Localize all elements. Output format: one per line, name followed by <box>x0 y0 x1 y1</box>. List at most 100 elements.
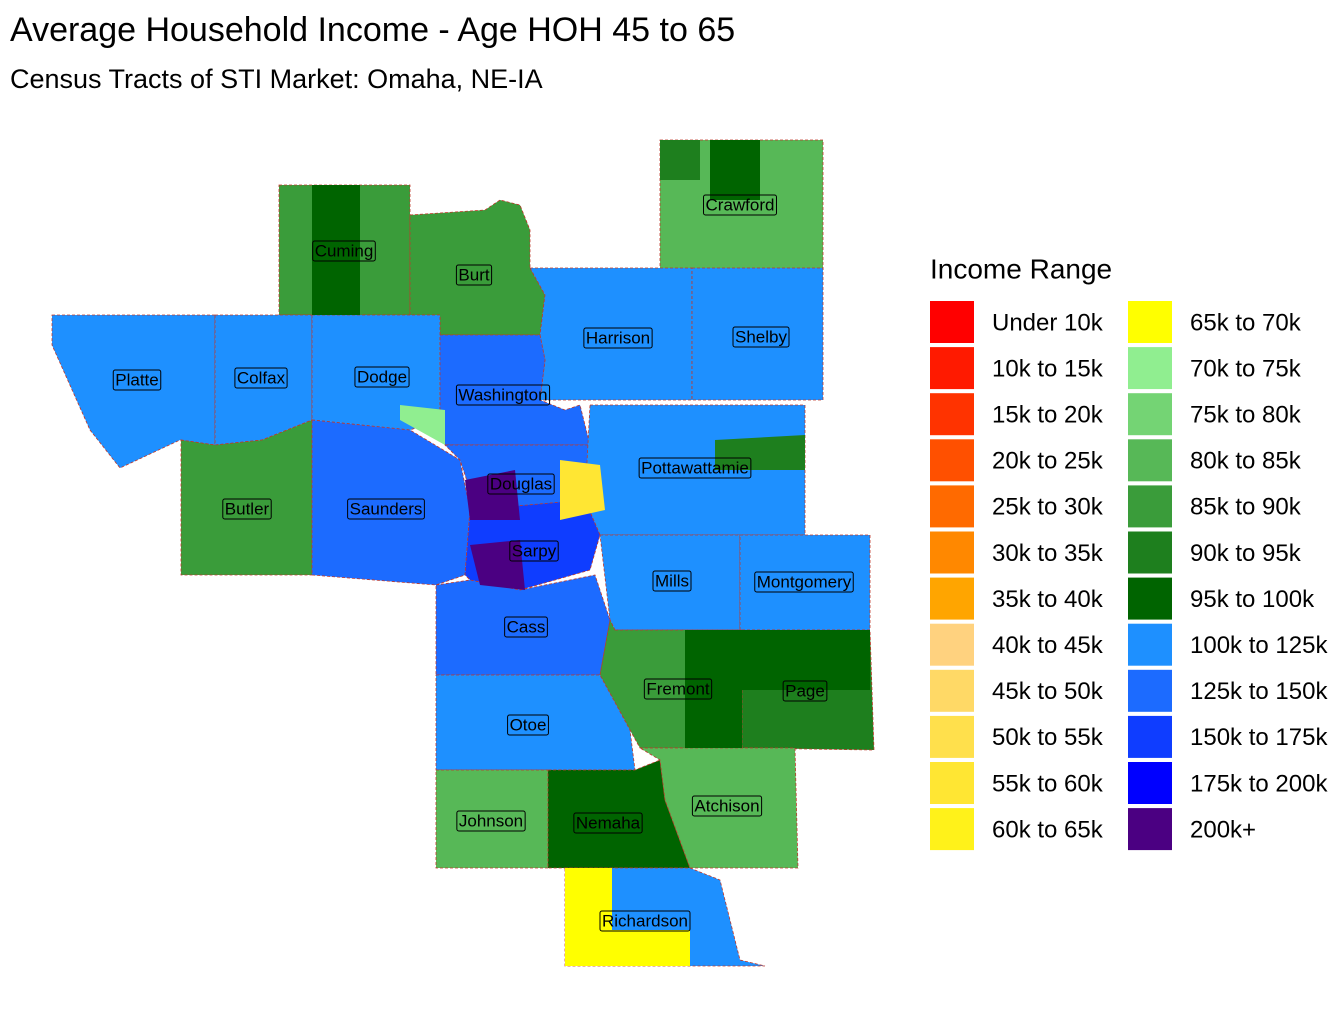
legend-swatch <box>1128 393 1172 436</box>
legend-swatch <box>930 762 974 804</box>
legend-swatch <box>930 485 974 528</box>
county-label-box <box>456 810 526 832</box>
county-area <box>51 314 216 469</box>
tract-patch <box>465 470 520 520</box>
legend-swatch <box>930 808 974 851</box>
legend-label: 40k to 45k <box>992 632 1104 659</box>
legend-label: 85k to 90k <box>1190 494 1302 521</box>
tract-patch <box>660 140 700 180</box>
county-label-box <box>782 680 828 702</box>
county-label-box <box>455 264 493 286</box>
legend-label: 150k to 175k <box>1190 724 1328 751</box>
legend-label: 70k to 75k <box>1190 355 1302 382</box>
county-label-box <box>347 498 425 520</box>
map <box>51 139 875 967</box>
county-label: Atchison <box>694 796 759 815</box>
legend-title: Income Range <box>930 253 1112 284</box>
tract-patch <box>560 460 605 520</box>
legend-swatch <box>1128 301 1172 343</box>
legend-label: 90k to 95k <box>1190 540 1302 567</box>
legend-label: 20k to 25k <box>992 448 1104 475</box>
legend-swatch <box>930 669 974 712</box>
tract-patch <box>742 630 870 690</box>
legend-swatch <box>930 347 974 390</box>
tract-patch <box>612 930 690 966</box>
county-label-box <box>754 571 854 593</box>
legend-label: 60k to 65k <box>992 816 1104 843</box>
legend: Under 10k 10k to 15k 15k to 20k 20k to 25k 2… <box>930 301 1328 851</box>
county-label: Shelby <box>735 327 787 346</box>
legend-swatch <box>930 577 974 620</box>
legend-label: 80k to 85k <box>1190 448 1302 475</box>
legend-swatch <box>1128 531 1172 574</box>
county-label: Richardson <box>602 911 688 930</box>
legend-label: 100k to 125k <box>1190 632 1328 659</box>
county-label: Saunders <box>350 499 423 518</box>
legend-swatch <box>1128 808 1172 851</box>
legend-swatch <box>1128 762 1172 804</box>
county-label-box <box>638 457 752 479</box>
county-label: Douglas <box>490 474 552 493</box>
county-area <box>180 419 313 576</box>
county-area <box>547 759 691 869</box>
county-label: Page <box>785 681 825 700</box>
county-area <box>691 267 824 401</box>
legend-swatch <box>1128 485 1172 528</box>
tract-patch <box>685 630 742 748</box>
legend-label: 200k+ <box>1190 816 1256 843</box>
county-label-box <box>583 327 653 349</box>
county-label-box <box>222 498 272 520</box>
county-label: Johnson <box>459 811 523 830</box>
county-label-box <box>703 194 777 216</box>
county-label: Burt <box>458 265 489 284</box>
legend-label: 75k to 80k <box>1190 402 1302 429</box>
legend-swatch <box>1128 439 1172 482</box>
county-label: Sarpy <box>512 541 557 560</box>
county-label-box <box>234 367 288 389</box>
legend-label: 55k to 60k <box>992 770 1104 797</box>
legend-label: 25k to 30k <box>992 494 1104 521</box>
county-label: Platte <box>115 370 158 389</box>
county-label-box <box>455 384 551 406</box>
county-label: Colfax <box>237 368 286 387</box>
legend-swatch <box>930 531 974 574</box>
legend-swatch <box>1128 347 1172 390</box>
county-area <box>214 314 313 446</box>
legend-label: 15k to 20k <box>992 402 1104 429</box>
title: Average Household Income - Age HOH 45 to… <box>10 11 735 49</box>
legend-label: 10k to 15k <box>992 355 1104 382</box>
legend-swatch <box>930 623 974 666</box>
county-labels: Cuming Burt Crawford Harrison Shelby Platte Co… <box>112 194 854 932</box>
county-label: Fremont <box>646 679 710 698</box>
tract-patch <box>470 540 525 590</box>
legend-swatch <box>930 393 974 436</box>
tract-patch <box>710 140 760 200</box>
county-label-box <box>509 540 559 562</box>
legend-label: 125k to 150k <box>1190 678 1328 705</box>
legend-swatch <box>930 439 974 482</box>
county-label-box <box>643 678 713 700</box>
legend-swatch <box>1128 669 1172 712</box>
county-label-box <box>691 795 763 817</box>
county-label: Cass <box>507 617 546 636</box>
county-label: Pottawattamie <box>641 458 749 477</box>
county-label-box <box>507 714 549 736</box>
county-label: Montgomery <box>757 572 852 591</box>
county-label-box <box>354 366 410 388</box>
county-label: Otoe <box>510 715 547 734</box>
county-label: Crawford <box>706 195 775 214</box>
county-label-box <box>652 570 692 592</box>
county-label: Nemaha <box>576 813 641 832</box>
county-label: Dodge <box>357 367 407 386</box>
legend-label: 65k to 70k <box>1190 309 1302 336</box>
legend-swatch <box>1128 577 1172 620</box>
county-area <box>409 199 546 336</box>
county-label: Cuming <box>315 241 374 260</box>
county-area <box>311 314 441 431</box>
county-label-box <box>573 812 643 834</box>
legend-swatch <box>930 715 974 758</box>
county-label-box <box>112 369 162 391</box>
county-label-box <box>732 326 790 348</box>
county-label-box <box>504 616 548 638</box>
